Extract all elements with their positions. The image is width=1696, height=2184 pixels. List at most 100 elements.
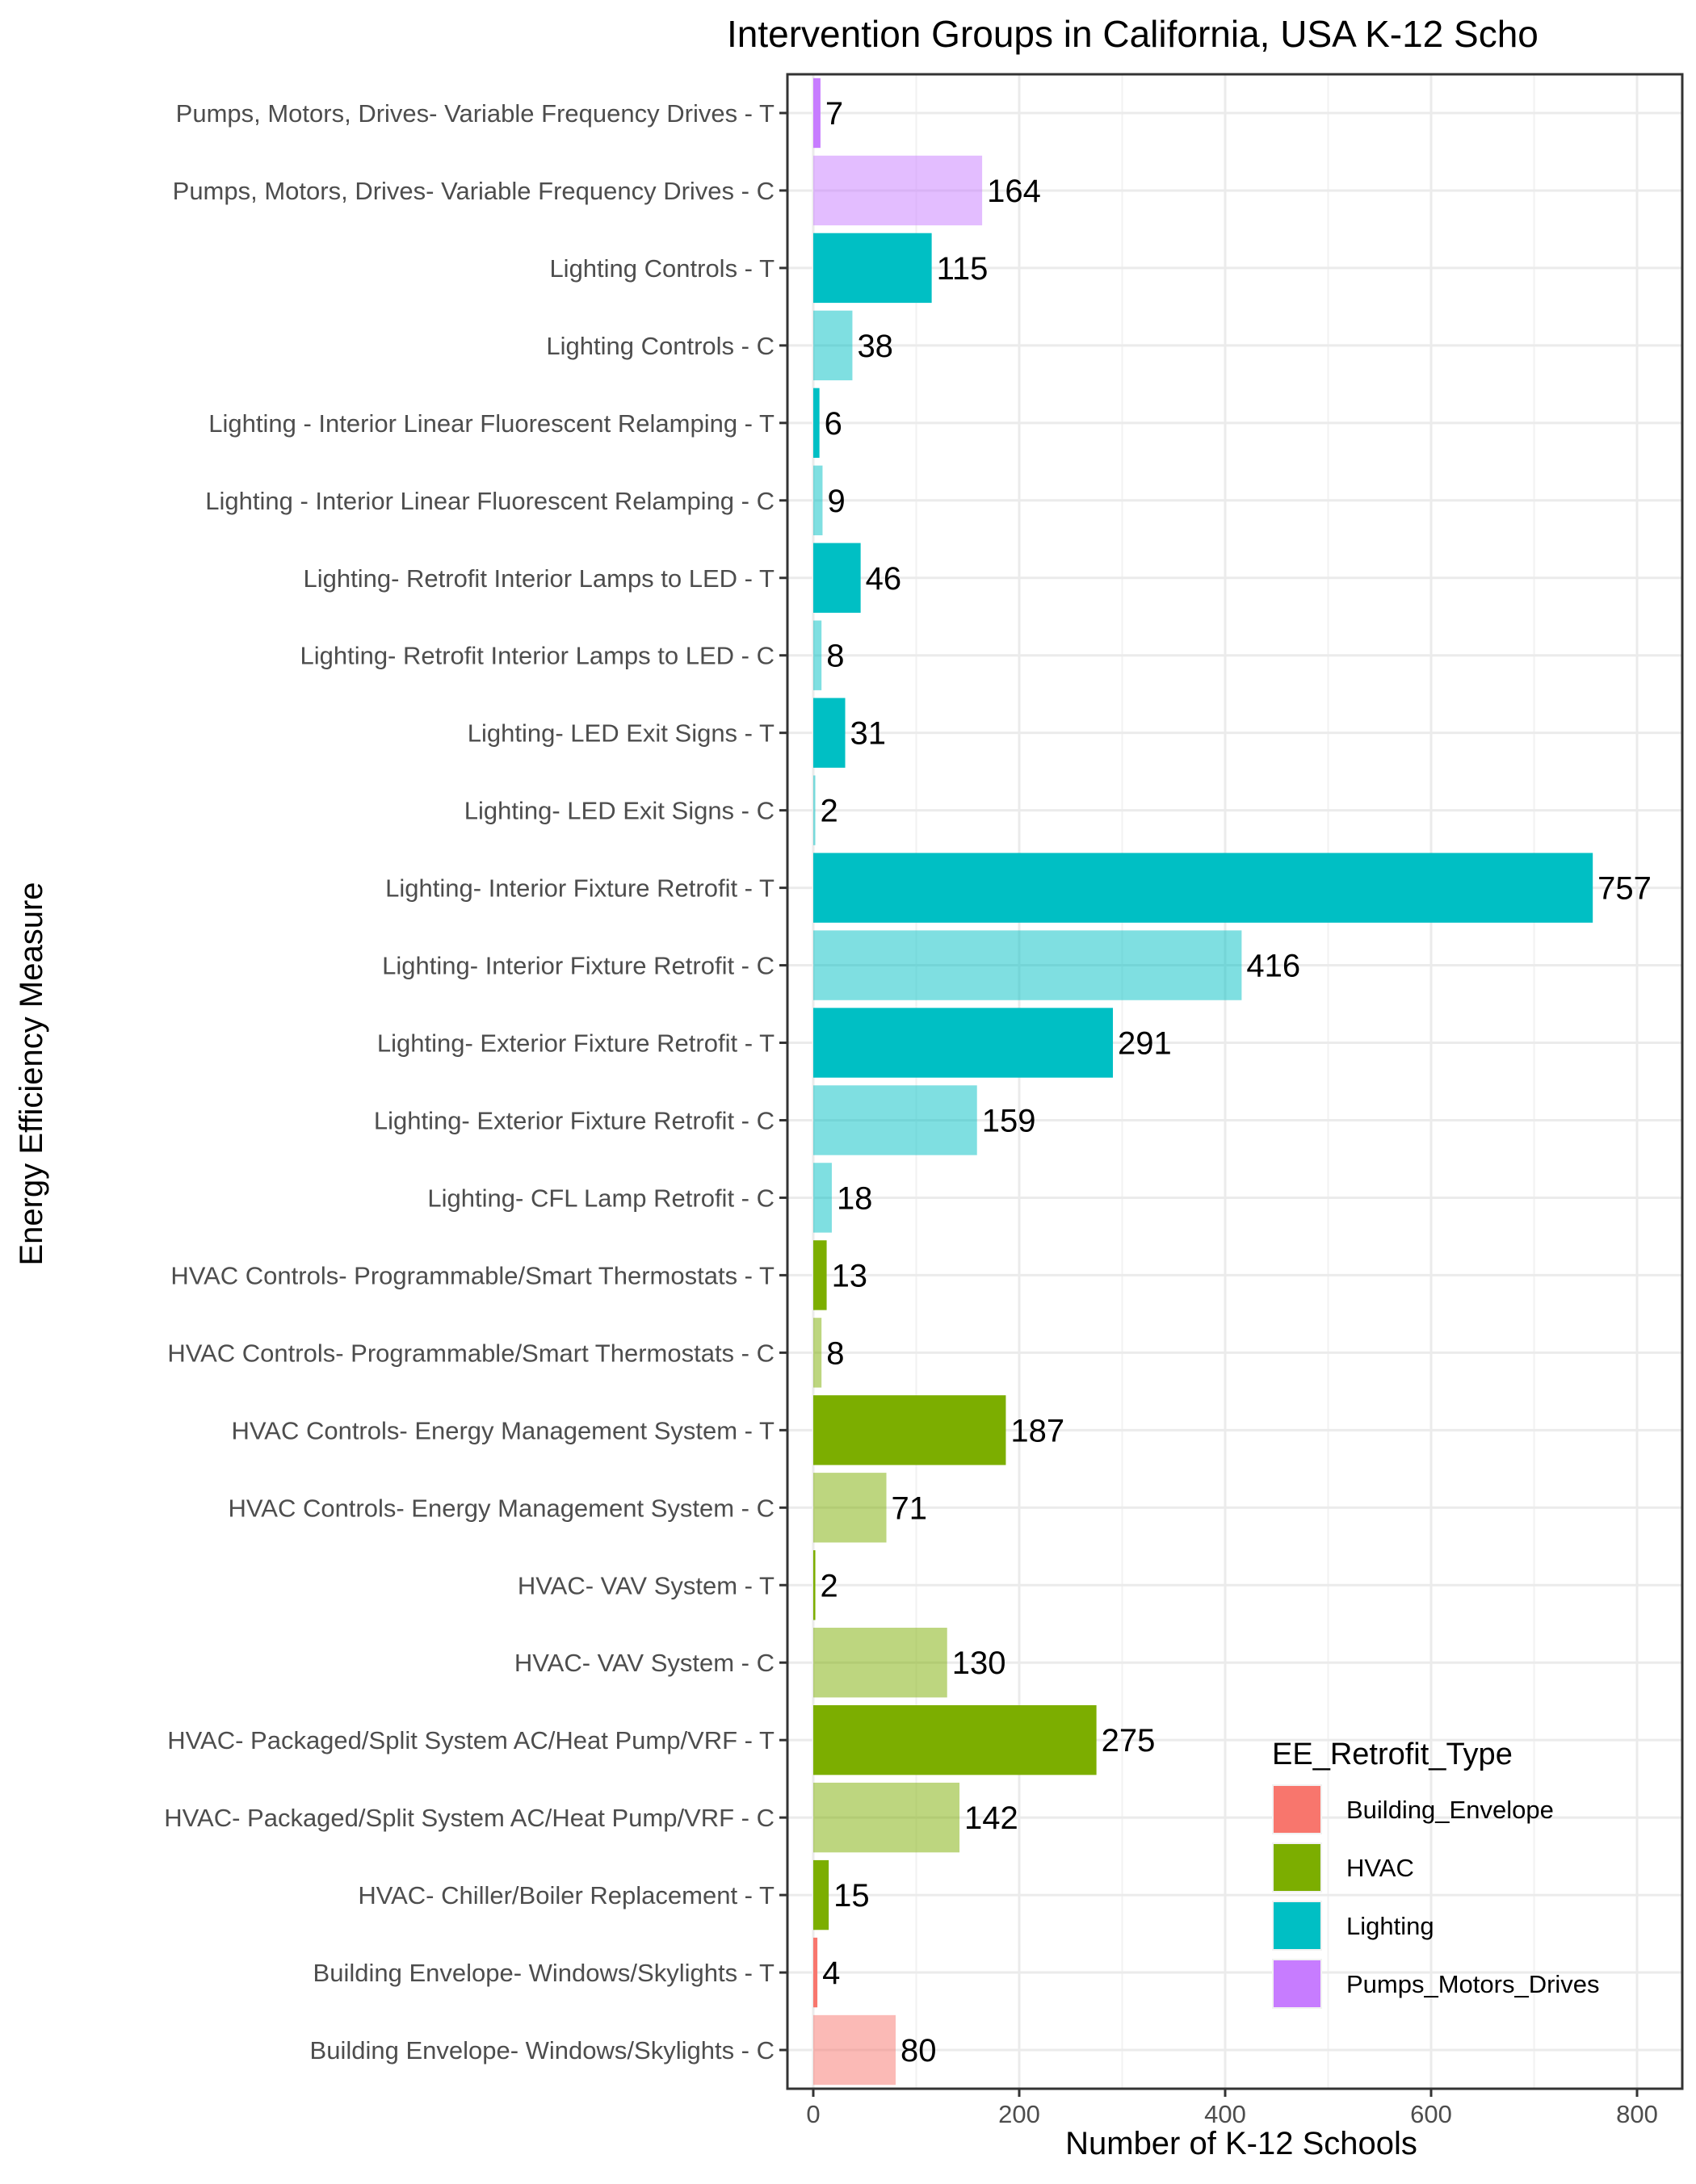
bar (813, 233, 932, 304)
bar-value-label: 18 (837, 1180, 873, 1216)
x-tick-label: 400 (1204, 2100, 1246, 2128)
bar-value-label: 38 (857, 329, 893, 364)
bar-value-label: 416 (1246, 949, 1300, 984)
bar-value-label: 187 (1010, 1413, 1064, 1448)
y-tick-label: Lighting- LED Exit Signs - C (464, 797, 775, 825)
bar-value-label: 31 (850, 716, 887, 752)
bar (813, 698, 846, 768)
y-tick-label: Pumps, Motors, Drives- Variable Frequenc… (173, 177, 775, 205)
y-tick-label: HVAC- Packaged/Split System AC/Heat Pump… (164, 1804, 775, 1832)
legend-swatch (1274, 1902, 1320, 1949)
legend-title: EE_Retrofit_Type (1272, 1738, 1513, 1771)
bar-value-label: 13 (832, 1258, 868, 1293)
y-tick-label: Lighting- LED Exit Signs - T (468, 719, 775, 748)
x-tick-label: 200 (998, 2100, 1040, 2128)
bar (813, 465, 823, 535)
x-tick-label: 0 (806, 2100, 820, 2128)
legend-label: Lighting (1346, 1912, 1434, 1940)
y-tick-label: Lighting - Interior Linear Fluorescent R… (208, 409, 775, 438)
y-tick-label: HVAC Controls- Energy Management System … (229, 1494, 775, 1522)
y-tick-label: HVAC- Packaged/Split System AC/Heat Pump… (167, 1726, 775, 1754)
bar (813, 1395, 1006, 1465)
y-tick-label: Lighting Controls - T (549, 254, 775, 283)
chart-title: Intervention Groups in California, USA K… (727, 13, 1539, 55)
y-tick-label: HVAC- VAV System - C (514, 1649, 775, 1677)
legend-swatch (1274, 1786, 1320, 1833)
bar (813, 310, 853, 381)
y-axis-title: Energy Efficiency Measure (14, 882, 49, 1265)
x-tick-label: 600 (1410, 2100, 1452, 2128)
y-tick-label: Lighting- CFL Lamp Retrofit - C (427, 1184, 775, 1212)
bar-value-label: 2 (821, 1568, 838, 1603)
bar-value-label: 8 (826, 639, 844, 674)
bar (813, 1008, 1114, 1078)
bar-value-label: 9 (827, 484, 845, 519)
y-tick-label: Lighting- Retrofit Interior Lamps to LED… (300, 642, 775, 670)
bar-value-label: 7 (825, 96, 843, 132)
bar-value-label: 4 (822, 1956, 840, 1991)
bar (813, 1937, 818, 2008)
bar (813, 543, 861, 613)
bar (813, 1704, 1097, 1775)
legend: EE_Retrofit_Type Building_Envelope HVAC Li… (1272, 1738, 1600, 2009)
bar-value-label: 130 (952, 1645, 1006, 1681)
y-tick-label: HVAC Controls- Energy Management System … (232, 1416, 775, 1444)
bar-value-label: 71 (892, 1490, 928, 1526)
legend-label: Pumps_Motors_Drives (1346, 1970, 1600, 1998)
bar-value-label: 6 (825, 406, 842, 442)
bar (813, 2014, 896, 2085)
bar-value-label: 15 (833, 1878, 870, 1914)
bar-value-label: 757 (1597, 871, 1652, 907)
bar (813, 1628, 947, 1698)
bar (813, 775, 816, 845)
bar-value-label: 115 (937, 251, 989, 287)
bar (813, 1782, 960, 1853)
bar-value-label: 2 (821, 794, 838, 829)
bar (813, 78, 821, 149)
y-tick-label: Lighting - Interior Linear Fluorescent R… (205, 487, 775, 515)
y-tick-label: Lighting- Exterior Fixture Retrofit - C (374, 1106, 775, 1134)
bar (813, 1240, 827, 1310)
bar-value-label: 291 (1118, 1026, 1172, 1062)
y-tick-label: Lighting- Exterior Fixture Retrofit - T (377, 1029, 775, 1058)
y-tick-label: Building Envelope- Windows/Skylights - T (313, 1959, 775, 1987)
y-tick-label: Pumps, Motors, Drives- Variable Frequenc… (176, 99, 775, 128)
y-tick-label: HVAC- VAV System - T (518, 1571, 775, 1599)
y-tick-label: Lighting- Retrofit Interior Lamps to LED… (303, 564, 775, 593)
bar-value-label: 8 (826, 1335, 844, 1371)
x-axis-title: Number of K-12 Schools (1065, 2126, 1417, 2161)
bar-value-label: 159 (982, 1103, 1036, 1138)
legend-label: HVAC (1346, 1854, 1414, 1882)
y-tick-label: Building Envelope- Windows/Skylights - C (310, 2036, 775, 2065)
bar (813, 388, 820, 459)
bar (813, 620, 822, 690)
bar (813, 1085, 977, 1155)
bar (813, 1859, 829, 1930)
bar (813, 930, 1242, 1000)
bar-value-label: 142 (964, 1800, 1018, 1836)
bar (813, 155, 983, 226)
bar-value-label: 164 (987, 174, 1041, 209)
x-tick-label: 800 (1616, 2100, 1658, 2128)
bar-value-label: 80 (900, 2033, 937, 2069)
y-tick-label: Lighting- Interior Fixture Retrofit - T (385, 874, 775, 903)
bar (813, 1473, 887, 1543)
bar (813, 1318, 822, 1388)
legend-swatch (1274, 1960, 1320, 2007)
y-tick-label: HVAC- Chiller/Boiler Replacement - T (358, 1881, 775, 1909)
y-tick-label: Lighting- Interior Fixture Retrofit - C (382, 952, 775, 980)
bar (813, 853, 1593, 923)
panel-border (786, 73, 1684, 2090)
bar (813, 1550, 816, 1620)
y-tick-label: HVAC Controls- Programmable/Smart Thermo… (170, 1261, 775, 1289)
legend-swatch (1274, 1844, 1320, 1891)
legend-label: Building_Envelope (1346, 1796, 1554, 1824)
bar-value-label: 275 (1102, 1723, 1156, 1759)
bar (813, 1163, 832, 1233)
y-tick-label: HVAC Controls- Programmable/Smart Thermo… (167, 1339, 775, 1367)
y-tick-label: Lighting Controls - C (546, 332, 775, 360)
bar-value-label: 46 (866, 561, 902, 597)
